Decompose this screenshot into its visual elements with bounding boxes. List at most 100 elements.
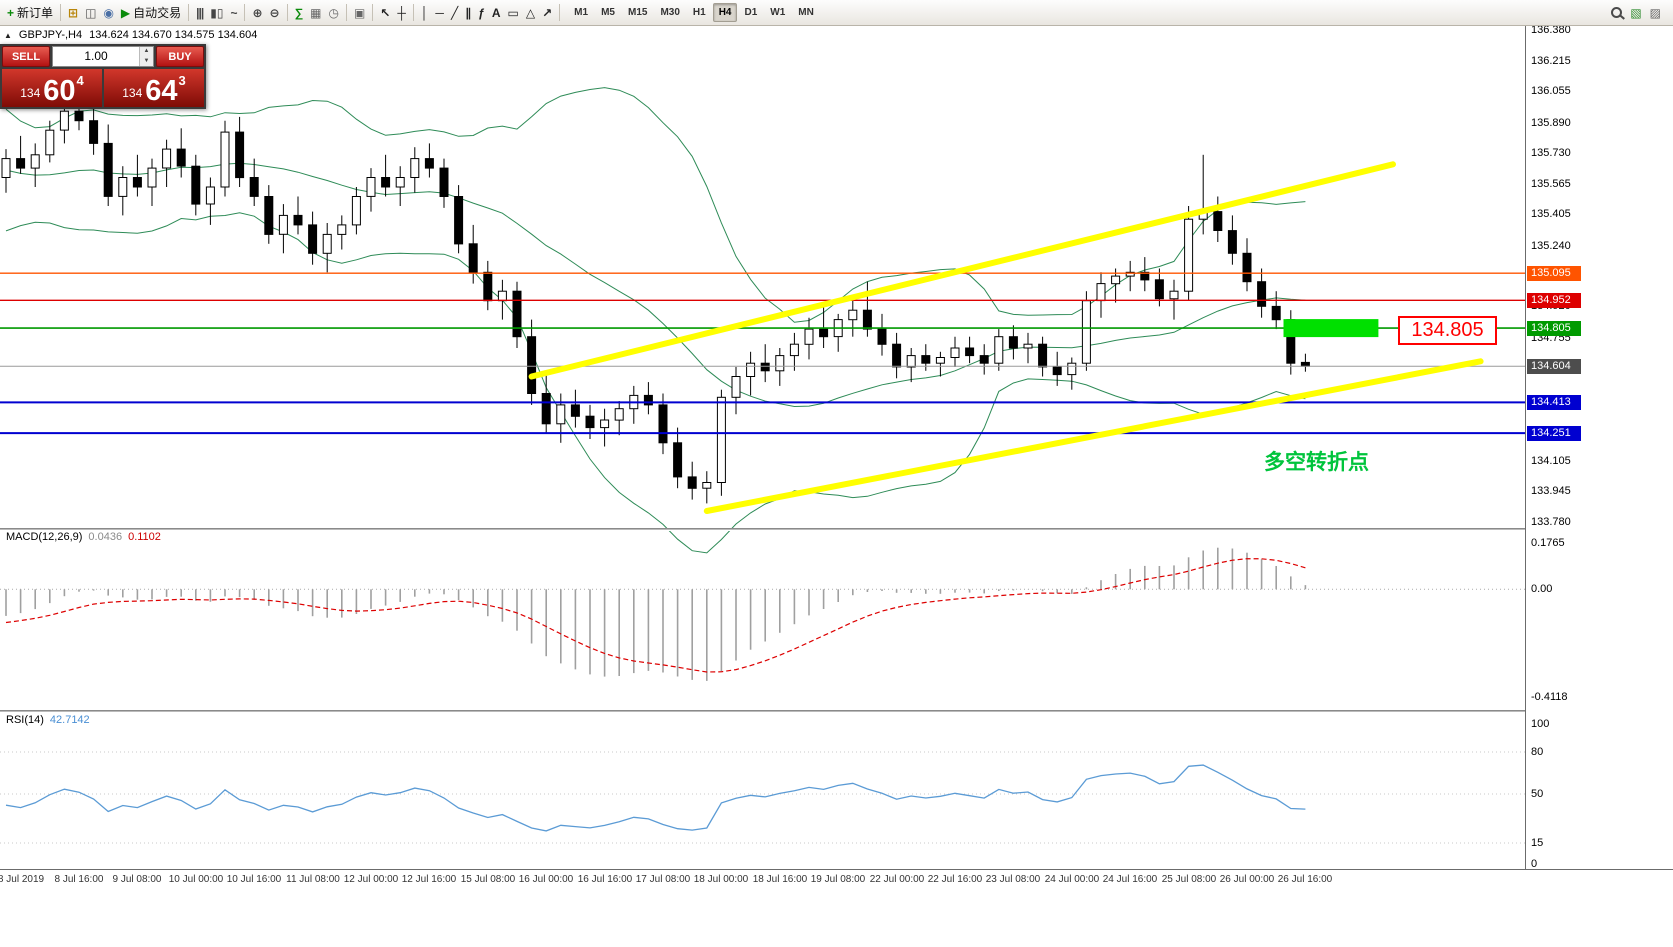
navigator-icon[interactable]: ◉ — [100, 5, 116, 21]
symbol-ohlc: 134.624 134.670 134.575 134.604 — [89, 29, 258, 41]
data-window-icon[interactable]: ◫ — [82, 5, 99, 21]
buy-price-main: 64 — [145, 75, 178, 108]
volume-down-icon[interactable]: ▼ — [140, 56, 153, 66]
candle-body — [570, 404, 580, 417]
candle-body — [381, 177, 391, 188]
timeframe-mn-button[interactable]: MN — [798, 7, 814, 18]
timeframe-m30-button[interactable]: M30 — [660, 7, 680, 18]
new-order-button[interactable]: + 新订单 — [4, 2, 56, 23]
lower-channel-trendline[interactable] — [703, 358, 1484, 514]
panel-divider[interactable] — [0, 710, 1673, 713]
indicators-icon[interactable]: ∑ — [292, 5, 307, 21]
timeframe-w1-button[interactable]: W1 — [770, 7, 786, 18]
timeframe-d1-button[interactable]: D1 — [744, 7, 758, 18]
one-click-trading-panel: SELL 1.00 ▲ ▼ BUY 134 60 4 134 64 3 — [0, 44, 206, 109]
crosshair-icon[interactable]: ┼ — [394, 5, 409, 21]
zoom-in-icon[interactable]: ⊕ — [249, 5, 265, 21]
buy-price-display[interactable]: 134 64 3 — [104, 69, 204, 107]
arrows-icon[interactable]: ↗ — [539, 5, 555, 21]
buy-price-sup: 3 — [178, 73, 186, 88]
candle-body — [1242, 252, 1252, 283]
search-icon[interactable] — [1611, 7, 1623, 18]
timeframe-m15-button[interactable]: M15 — [627, 7, 648, 18]
candle-body — [775, 355, 785, 372]
vertical-line-icon: │ — [420, 5, 429, 20]
one-click-collapse-icon[interactable]: ▲ — [4, 30, 12, 40]
cursor-icon[interactable]: ↖ — [377, 5, 393, 21]
period-icon: ◷ — [328, 5, 339, 20]
chart-profile-icon[interactable]: ▧ — [1630, 5, 1642, 20]
candlestick-chart-icon: ▮▯ — [210, 5, 224, 20]
trendline-icon[interactable]: ╱ — [448, 5, 461, 21]
text-tool-icon[interactable]: A — [489, 5, 504, 21]
axis-tick-label: 135.730 — [1531, 147, 1571, 159]
tile-windows-icon[interactable]: ▣ — [351, 5, 368, 21]
market-watch-icon[interactable]: ⊞ — [65, 5, 81, 21]
fibonacci-icon[interactable]: ƒ — [475, 5, 488, 21]
timeframe-h4-button[interactable]: H4 — [712, 3, 738, 22]
new-order-button-label: 新订单 — [17, 6, 54, 20]
candle-body — [191, 165, 201, 205]
rsi-value: 42.7142 — [49, 714, 90, 726]
zoom-out-icon[interactable]: ⊖ — [267, 5, 283, 21]
fibonacci-icon: ƒ — [478, 5, 485, 20]
horizontal-line-icon[interactable]: ─ — [432, 5, 447, 21]
candle-body — [337, 224, 347, 235]
panel-divider[interactable] — [0, 528, 1673, 531]
period-icon[interactable]: ◷ — [326, 5, 342, 21]
upper-channel-trendline[interactable] — [528, 161, 1396, 380]
tile-windows-icon: ▣ — [354, 5, 366, 20]
candle-body — [819, 328, 829, 338]
shapes-icon[interactable]: △ — [523, 5, 538, 21]
candlestick-chart-icon[interactable]: ▮▯ — [207, 5, 226, 21]
candle-body — [1257, 281, 1267, 307]
timeframe-m5-button[interactable]: M5 — [601, 7, 615, 18]
price-level-tag: 134.413 — [1527, 395, 1581, 410]
community-icon[interactable]: ▨ — [1649, 5, 1661, 20]
line-chart-icon[interactable]: ~ — [227, 5, 240, 21]
label-tool-icon[interactable]: ▭ — [505, 5, 522, 21]
chart-canvas[interactable] — [0, 0, 1525, 869]
volume-up-icon[interactable]: ▲ — [140, 47, 153, 57]
new-order-icon: + — [7, 5, 15, 20]
time-axis-label: 26 Jul 16:00 — [1277, 874, 1333, 885]
channel-icon[interactable]: ∥ — [462, 5, 474, 21]
sell-price-display[interactable]: 134 60 4 — [2, 69, 102, 107]
time-axis-label: 17 Jul 08:00 — [635, 874, 691, 885]
bar-chart-icon: ||| — [196, 5, 204, 20]
candle-body — [74, 110, 84, 122]
candle-body — [716, 396, 726, 483]
candle-body — [965, 347, 975, 357]
sell-button[interactable]: SELL — [2, 46, 50, 67]
toolbar-separator — [372, 4, 374, 21]
time-axis-label: 22 Jul 00:00 — [869, 874, 925, 885]
autotrade-play-icon: ▶ — [120, 5, 131, 20]
toolbar-separator — [60, 4, 62, 21]
autotrade-button[interactable]: ▶ 自动交易 — [118, 2, 184, 23]
candle-body — [147, 167, 157, 188]
buy-button[interactable]: BUY — [156, 46, 204, 67]
volume-input[interactable]: 1.00 ▲ ▼ — [52, 46, 154, 67]
price-axis[interactable]: 136.380 136.215 136.055 135.890 135.730 135.5… — [1525, 0, 1673, 870]
timeframe-h1-button[interactable]: H1 — [692, 7, 706, 18]
bollinger-upper-band — [5, 87, 1306, 323]
autotrade-button-label: 自动交易 — [133, 6, 182, 20]
candle-body — [424, 158, 434, 169]
sell-price-prefix: 134 — [20, 86, 41, 100]
time-axis-label: 8 Jul 16:00 — [54, 874, 104, 885]
volume-value[interactable]: 1.00 — [84, 49, 108, 63]
time-axis[interactable]: 8 Jul 2019 8 Jul 16:00 9 Jul 08:00 10 Jul 0… — [0, 869, 1673, 891]
timeframe-m1-button[interactable]: M1 — [574, 7, 589, 18]
candle-body — [1271, 305, 1281, 321]
rsi-label: RSI(14) 42.7142 — [6, 714, 90, 726]
candle-body — [278, 214, 288, 235]
vertical-line-icon[interactable]: │ — [418, 5, 432, 21]
candle-body — [527, 336, 537, 395]
candle-body — [950, 347, 960, 358]
candle-body — [556, 404, 566, 425]
grid-icon[interactable]: ▦ — [307, 5, 324, 21]
macd-signal-value: 0.1102 — [128, 531, 161, 543]
bar-chart-icon[interactable]: ||| — [193, 5, 206, 21]
volume-stepper[interactable]: ▲ ▼ — [139, 47, 153, 66]
candle-body — [935, 357, 945, 364]
